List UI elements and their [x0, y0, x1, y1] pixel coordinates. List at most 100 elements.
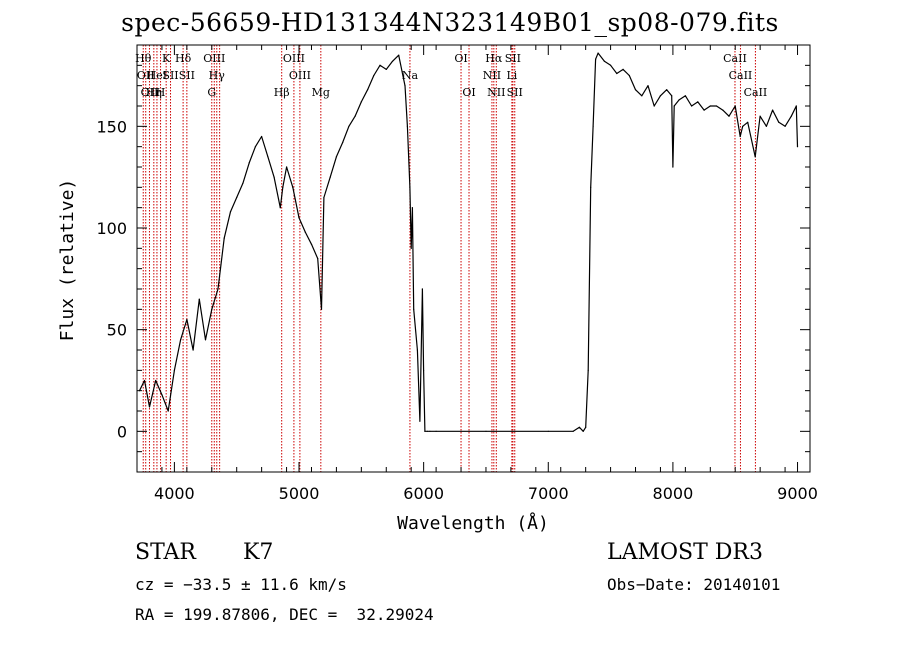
spectrum-point [217, 288, 219, 290]
spectrum-point [186, 318, 188, 321]
spectrum-point [329, 176, 331, 178]
spectrum-point [435, 430, 437, 432]
spectral-line-label: SII [162, 69, 178, 82]
spectrum-point [429, 430, 431, 432]
spectrum-point [211, 308, 213, 310]
spectrum-point [622, 68, 624, 70]
spectral-line-label: SII [507, 86, 523, 99]
spectral-line-label: OIII [203, 52, 225, 65]
spectrum-point [671, 95, 673, 97]
spectrum-point [320, 308, 323, 310]
spectrum-point [610, 64, 612, 66]
series-layer [138, 52, 799, 432]
x-tick-label: 6000 [403, 484, 444, 503]
spectrum-point [759, 115, 761, 117]
spectrum-point [697, 101, 699, 103]
spectrum-point [279, 207, 281, 209]
spectrum-point [754, 156, 756, 158]
spectrum-point [404, 85, 406, 87]
x-axis-label: Wavelength (Å) [397, 512, 549, 534]
spectrum-point [416, 349, 418, 351]
spectral-line-label: CaII [744, 86, 768, 99]
spectrum-point [413, 308, 415, 310]
spectrum-point [641, 95, 643, 97]
spectral-line-label: Hα [485, 52, 503, 65]
spectrum-point [229, 211, 232, 213]
spectrum-point [765, 125, 768, 127]
spectrum-point [728, 115, 730, 117]
spectrum-point [587, 369, 589, 371]
spectrum-point [709, 105, 711, 107]
spectral-line-label: CaII [729, 69, 753, 82]
spectrum-point [298, 217, 300, 219]
spectral-line-label: Hγ [209, 69, 226, 82]
spectrum-point [155, 379, 157, 382]
spectrum-point [653, 105, 655, 107]
spectrum-point [385, 68, 387, 70]
spectrum-point [673, 105, 675, 107]
y-tick-label: 150 [96, 117, 127, 136]
spectrum-point [323, 196, 325, 199]
spectrum-point [784, 125, 786, 127]
spectrum-point [410, 247, 412, 249]
spectrum-point [659, 95, 662, 97]
spectrum-point [198, 298, 200, 300]
spectrum-point [634, 89, 637, 91]
spectrum-point [167, 410, 169, 412]
spectrum-point [616, 72, 618, 75]
spectrum-point [485, 430, 487, 432]
spectrum-point [161, 394, 163, 396]
spectral-line-label: OIII [289, 69, 311, 82]
spectrum-point [409, 186, 411, 188]
spectrum-point [317, 257, 319, 260]
spectrum-point [192, 349, 194, 351]
chart-title: spec-56659-HD131344N323149B01_sp08-079.f… [121, 8, 779, 37]
spectrum-point [426, 430, 428, 432]
x-tick-label: 4000 [154, 484, 195, 503]
spectrum-point [292, 186, 294, 188]
spectrum-point [715, 105, 718, 107]
spectrum-point [204, 339, 207, 341]
spectral-line-label: Mg [312, 86, 330, 99]
y-tick-label: 100 [96, 219, 127, 238]
spectral-line-label: NII [483, 69, 501, 82]
survey-name: LAMOST DR3 [607, 540, 763, 565]
spectrum-point [367, 89, 369, 91]
spectrum-point [790, 115, 792, 117]
line-labels-layer: HθOIIOIIHηHeIHKSIIHδSIIGOIIIHγHβOIIIOIII… [135, 52, 767, 99]
spectrum-point [742, 125, 744, 127]
spectrum-point [236, 196, 238, 199]
spectrum-point [603, 60, 606, 62]
spectrum-point [421, 288, 423, 290]
spectral-line-label: H [156, 86, 166, 99]
y-tick-label: 0 [117, 422, 127, 441]
spectral-line-label: NII [487, 86, 505, 99]
spectrum-point [261, 135, 263, 138]
spectrum-point [173, 369, 175, 371]
spectrum-point [547, 430, 549, 432]
spectrum-point [666, 89, 668, 91]
spectrum-point [254, 146, 256, 148]
spectrum-point [572, 430, 574, 432]
x-tick-label: 9000 [777, 484, 818, 503]
spectrum-point [310, 243, 313, 245]
spectrum-point [795, 105, 797, 107]
spectrum-point [597, 52, 599, 54]
spectrum-point [590, 186, 592, 188]
spectral-line-label: G [207, 86, 216, 99]
spectrum-point [424, 430, 426, 432]
spectrum-point [143, 379, 146, 382]
spectrum-point [267, 156, 269, 158]
ra-dec-text: RA = 199.87806, DEC = 32.29024 [135, 605, 434, 624]
spectrum-point [647, 85, 649, 87]
spectral-line-label: Li [506, 69, 517, 82]
spectrum-point [242, 182, 244, 184]
axis-ticks-layer: 4000 5000 6000 7000 8000 9000 0 50 100 150 [96, 45, 818, 503]
spectrum-point [772, 109, 774, 111]
spectrum-point [423, 369, 425, 371]
spectrum-point [722, 109, 724, 111]
spectral-line-label: Hβ [274, 86, 290, 99]
spectrum-point [342, 142, 344, 144]
spectral-line-label: HeI [147, 69, 167, 82]
